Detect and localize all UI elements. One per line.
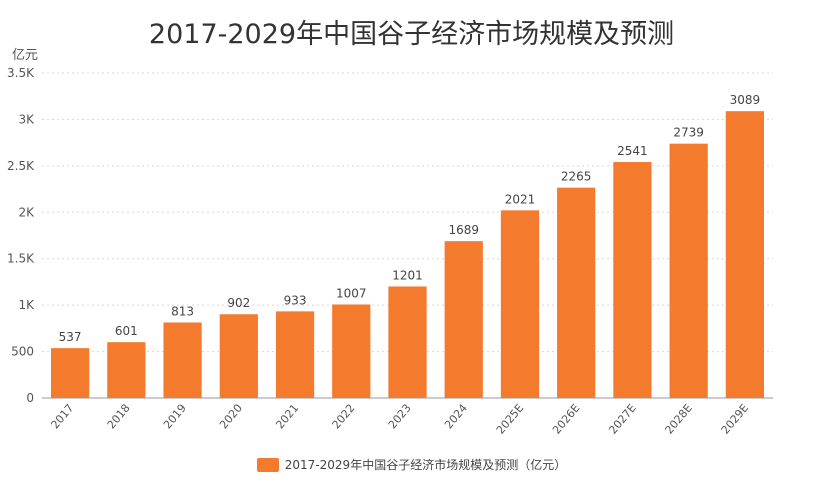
data-label: 933 bbox=[284, 293, 307, 307]
y-tick-label: 1.5K bbox=[7, 252, 35, 266]
data-label: 813 bbox=[171, 305, 194, 319]
data-label: 1007 bbox=[336, 286, 367, 300]
legend: 2017-2029年中国谷子经济市场规模及预测（亿元） bbox=[0, 456, 823, 473]
x-tick-label: 2029E bbox=[719, 402, 751, 437]
data-label: 1689 bbox=[448, 223, 479, 237]
chart-title: 2017-2029年中国谷子经济市场规模及预测 bbox=[148, 19, 675, 50]
bar bbox=[163, 322, 202, 398]
x-tick-label: 2026E bbox=[550, 402, 582, 437]
y-tick-label: 2K bbox=[18, 205, 35, 219]
data-label: 537 bbox=[59, 330, 82, 344]
x-tick-label: 2024 bbox=[442, 402, 470, 432]
data-label: 902 bbox=[227, 296, 250, 310]
x-tick-label: 2020 bbox=[217, 402, 245, 432]
legend-swatch bbox=[256, 457, 279, 472]
bar bbox=[444, 241, 483, 398]
x-tick-label: 2018 bbox=[105, 402, 133, 432]
x-tick-label: 2023 bbox=[386, 402, 414, 432]
data-label: 1201 bbox=[392, 268, 423, 282]
x-tick-label: 2019 bbox=[161, 402, 189, 432]
data-label: 2541 bbox=[617, 144, 648, 158]
data-label: 601 bbox=[115, 324, 138, 338]
y-tick-label: 3.5K bbox=[7, 66, 35, 80]
x-tick-label: 2025E bbox=[494, 402, 526, 437]
x-tick-label: 2021 bbox=[273, 402, 301, 432]
x-tick-label: 2027E bbox=[606, 402, 638, 437]
bar bbox=[219, 314, 258, 398]
legend-label: 2017-2029年中国谷子经济市场规模及预测（亿元） bbox=[284, 458, 567, 472]
y-tick-label: 1K bbox=[18, 298, 35, 312]
data-label: 2021 bbox=[505, 192, 536, 206]
bar bbox=[275, 311, 315, 398]
data-label: 3089 bbox=[730, 93, 761, 107]
y-tick-label: 500 bbox=[11, 345, 34, 359]
data-label: 2265 bbox=[561, 170, 592, 184]
x-tick-label: 2022 bbox=[330, 402, 358, 432]
bar bbox=[669, 143, 708, 398]
bar bbox=[725, 111, 765, 399]
y-tick-label: 0 bbox=[26, 391, 34, 405]
y-tick-label: 2.5K bbox=[7, 159, 35, 173]
x-tick-label: 2017 bbox=[48, 402, 76, 432]
bar bbox=[107, 342, 146, 398]
bar bbox=[388, 286, 427, 398]
y-tick-label: 3K bbox=[18, 112, 35, 126]
bar bbox=[332, 304, 371, 398]
x-tick-label: 2028E bbox=[663, 402, 695, 437]
bar bbox=[50, 348, 90, 398]
bar bbox=[557, 187, 596, 398]
bar bbox=[613, 162, 652, 398]
y-axis-unit-label: 亿元 bbox=[12, 48, 39, 63]
data-label: 2739 bbox=[673, 126, 704, 140]
bar bbox=[500, 210, 540, 398]
